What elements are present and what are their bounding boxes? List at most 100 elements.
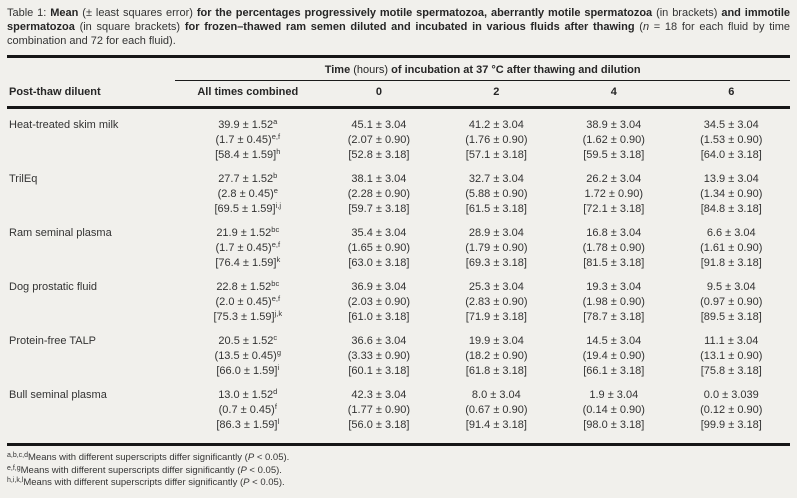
immotile-superscript: i,j	[275, 201, 282, 210]
aberrant-value: (1.61 ± 0.90)	[700, 242, 763, 254]
value-cell: 11.1 ± 3.04 (13.1 ± 0.90) [75.8 ± 3.18]	[673, 325, 791, 379]
diluent-name: Ram seminal plasma	[9, 227, 112, 239]
immotile-value: [75.3 ± 1.59]j,k	[213, 309, 283, 323]
aberrant-value: (13.1 ± 0.90)	[700, 350, 763, 362]
value-cell: 39.9 ± 1.52a (1.7 ± 0.45)e,f [58.4 ± 1.59]…	[175, 108, 320, 164]
immotile-value: [58.4 ± 1.59]h	[215, 147, 281, 161]
immotile-value: [69.5 ± 1.59]i,j	[214, 201, 282, 215]
motile-value: 42.3 ± 3.04	[351, 389, 407, 401]
motile-value: 41.2 ± 3.04	[468, 119, 524, 131]
motile-value: 38.1 ± 3.04	[351, 173, 407, 185]
aberrant-value: (2.28 ± 0.90)	[347, 188, 411, 200]
aberrant-value: (2.0 ± 0.45)e,f	[215, 294, 281, 308]
aberrant-superscript: e,f	[271, 132, 281, 141]
column-header-row: Post-thaw diluent All times combined 0 2…	[7, 80, 790, 109]
aberrant-superscript: e	[273, 186, 278, 195]
motile-value: 0.0 ± 3.039	[703, 389, 759, 401]
aberrant-value: (1.98 ± 0.90)	[582, 296, 645, 308]
immotile-value: [69.3 ± 3.18]	[465, 257, 527, 269]
footnote-line: h,i,k,lMeans with different superscripts…	[7, 477, 285, 488]
value-cell: 27.7 ± 1.52b (2.8 ± 0.45)e [69.5 ± 1.59]i,…	[175, 163, 320, 217]
value-cell: 36.6 ± 3.04 (3.33 ± 0.90) [60.1 ± 3.18]	[320, 325, 437, 379]
aberrant-value: (2.07 ± 0.90)	[347, 134, 411, 146]
value-cell: 41.2 ± 3.04 (1.76 ± 0.90) [57.1 ± 3.18]	[438, 108, 555, 164]
immotile-value: [64.0 ± 3.18]	[700, 149, 762, 161]
value-cell: 8.0 ± 3.04 (0.67 ± 0.90) [91.4 ± 3.18]	[438, 379, 555, 445]
motile-value: 34.5 ± 3.04	[703, 119, 759, 131]
diluent-name: Protein-free TALP	[9, 335, 97, 347]
immotile-superscript: i	[277, 363, 280, 372]
immotile-value: [76.4 ± 1.59]k	[215, 255, 281, 269]
value-cell: 9.5 ± 3.04 (0.97 ± 0.90) [89.5 ± 3.18]	[673, 271, 791, 325]
immotile-value: [61.5 ± 3.18]	[465, 203, 527, 215]
immotile-value: [75.8 ± 3.18]	[700, 365, 762, 377]
aberrant-value: (1.79 ± 0.90)	[465, 242, 528, 254]
immotile-superscript: k	[276, 255, 281, 264]
value-cell: 38.9 ± 3.04 (1.62 ± 0.90) [59.5 ± 3.18]	[555, 108, 672, 164]
immotile-superscript: l	[277, 417, 280, 426]
value-cell: 19.3 ± 3.04 (1.98 ± 0.90) [78.7 ± 3.18]	[555, 271, 672, 325]
time-group-header: Time (hours) of incubation at 37 °C afte…	[175, 56, 790, 81]
column-header-diluent: Post-thaw diluent	[7, 80, 176, 109]
immotile-value: [59.5 ± 3.18]	[583, 149, 645, 161]
table-row: TrilEq 27.7 ± 1.52b (2.8 ± 0.45)e [69.5 ± 1…	[7, 163, 790, 217]
aberrant-value: (5.88 ± 0.90)	[465, 188, 528, 200]
value-cell: 34.5 ± 3.04 (1.53 ± 0.90) [64.0 ± 3.18]	[673, 108, 791, 164]
aberrant-superscript: e,f	[271, 240, 281, 249]
immotile-value: [86.3 ± 1.59]l	[216, 417, 280, 431]
motile-value: 22.8 ± 1.52bc	[216, 279, 280, 293]
motile-value: 14.5 ± 3.04	[586, 335, 642, 347]
aberrant-value: (0.7 ± 0.45)f	[218, 402, 277, 416]
motile-value: 36.9 ± 3.04	[351, 281, 407, 293]
value-cell: 16.8 ± 3.04 (1.78 ± 0.90) [81.5 ± 3.18]	[555, 217, 672, 271]
immotile-value: [61.0 ± 3.18]	[348, 311, 410, 323]
value-cell: 38.1 ± 3.04 (2.28 ± 0.90) [59.7 ± 3.18]	[320, 163, 437, 217]
diluent-name: TrilEq	[9, 173, 38, 185]
value-cell: 19.9 ± 3.04 (18.2 ± 0.90) [61.8 ± 3.18]	[438, 325, 555, 379]
motile-value: 32.7 ± 3.04	[468, 173, 524, 185]
motile-value: 25.3 ± 3.04	[468, 281, 524, 293]
immotile-value: [61.8 ± 3.18]	[465, 365, 527, 377]
aberrant-value: 1.72 ± 0.90)	[584, 188, 644, 200]
value-cell: 45.1 ± 3.04 (2.07 ± 0.90) [52.8 ± 3.18]	[320, 108, 437, 164]
footnote-line: e,f,gMeans with different superscripts d…	[7, 464, 282, 476]
immotile-value: [63.0 ± 3.18]	[348, 257, 410, 269]
value-cell: 20.5 ± 1.52c (13.5 ± 0.45)g [66.0 ± 1.59]i	[175, 325, 320, 379]
immotile-value: [66.0 ± 1.59]i	[216, 363, 280, 377]
motile-value: 13.9 ± 3.04	[703, 173, 759, 185]
results-table: Time (hours) of incubation at 37 °C afte…	[7, 55, 790, 446]
motile-value: 19.3 ± 3.04	[586, 281, 642, 293]
diluent-name: Heat-treated skim milk	[9, 119, 119, 131]
immotile-value: [99.9 ± 3.18]	[700, 419, 762, 431]
motile-value: 9.5 ± 3.04	[706, 281, 756, 293]
motile-value: 8.0 ± 3.04	[471, 389, 521, 401]
aberrant-value: (0.14 ± 0.90)	[582, 404, 645, 416]
motile-superscript: bc	[271, 225, 280, 234]
value-cell: 25.3 ± 3.04 (2.83 ± 0.90) [71.9 ± 3.18]	[438, 271, 555, 325]
immotile-value: [52.8 ± 3.18]	[348, 149, 410, 161]
aberrant-value: (13.5 ± 0.45)g	[214, 348, 281, 362]
footnote-superscript: a,b,c,d	[7, 452, 29, 459]
table-row: Bull seminal plasma 13.0 ± 1.52d (0.7 ± 0.…	[7, 379, 790, 445]
motile-value: 19.9 ± 3.04	[468, 335, 524, 347]
aberrant-value: (1.77 ± 0.90)	[347, 404, 411, 416]
footnotes: a,b,c,dMeans with different superscripts…	[7, 452, 790, 490]
aberrant-value: (1.78 ± 0.90)	[582, 242, 645, 254]
footnote-line: a,b,c,dMeans with different superscripts…	[7, 452, 290, 463]
aberrant-superscript: f	[274, 402, 277, 411]
value-cell: 14.5 ± 3.04 (19.4 ± 0.90) [66.1 ± 3.18]	[555, 325, 672, 379]
value-cell: 26.2 ± 3.04 1.72 ± 0.90) [72.1 ± 3.18]	[555, 163, 672, 217]
aberrant-value: (1.34 ± 0.90)	[700, 188, 763, 200]
aberrant-value: (0.97 ± 0.90)	[700, 296, 763, 308]
column-header-all-times: All times combined	[175, 80, 321, 109]
motile-value: 16.8 ± 3.04	[586, 227, 642, 239]
table-caption: Table 1: Mean (± least squares error) fo…	[7, 7, 791, 47]
aberrant-value: (1.7 ± 0.45)e,f	[215, 240, 281, 254]
immotile-value: [84.8 ± 3.18]	[700, 203, 762, 215]
motile-value: 27.7 ± 1.52b	[218, 171, 278, 185]
table-row: Heat-treated skim milk 39.9 ± 1.52a (1.7 ±…	[7, 108, 790, 164]
motile-value: 21.9 ± 1.52bc	[216, 225, 280, 239]
immotile-value: [59.7 ± 3.18]	[348, 203, 410, 215]
motile-value: 26.2 ± 3.04	[586, 173, 642, 185]
